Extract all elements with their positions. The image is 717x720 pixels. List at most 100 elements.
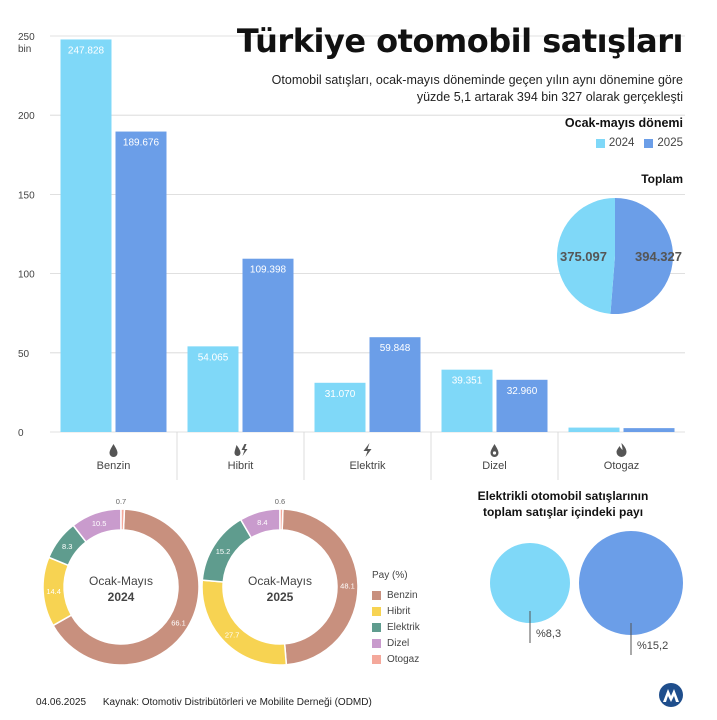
pie-slice-2024 — [557, 198, 615, 314]
drop-shape — [490, 444, 499, 457]
hybrid-icon — [234, 444, 248, 456]
bubble-value-label: %8,3 — [536, 628, 561, 640]
legend-label: 2025 — [657, 137, 683, 149]
category-label: Otogaz — [604, 460, 639, 472]
category-label: Benzin — [97, 460, 131, 472]
flame-shape — [616, 443, 627, 457]
footer: 04.06.2025 Kaynak: Otomotiv Distribütörl… — [36, 697, 372, 708]
legend-swatch — [372, 606, 381, 616]
category-label: Hibrit — [228, 460, 254, 472]
footer-date: 04.06.2025 — [36, 697, 87, 708]
legend-item-hibrit: Hibrit — [372, 603, 420, 619]
bolt-shape — [363, 443, 372, 457]
bar-value-label: 109.398 — [250, 265, 287, 276]
y-tick-label: 0 — [18, 428, 24, 439]
aa-logo-icon — [659, 683, 683, 707]
donut-value-label: 66.1 — [171, 618, 186, 627]
donut-value-label: 14.4 — [46, 587, 61, 596]
bar-2025 — [242, 258, 294, 432]
bubble-2024 — [490, 543, 570, 623]
legend-swatch-2025 — [644, 138, 654, 148]
legend-item-dizel: Dizel — [372, 635, 420, 651]
legend-item-otogaz: Otogaz — [372, 651, 420, 667]
period-title: Ocak-mayıs dönemi — [564, 116, 683, 130]
donut-segment-otogaz — [279, 508, 284, 531]
total-title: Toplam — [641, 172, 683, 186]
page-title: Türkiye otomobil satışları — [236, 22, 684, 60]
y-tick-label: 150 — [18, 190, 35, 201]
donut-value-label: 0.6 — [275, 497, 285, 506]
legend-label: Hibrit — [387, 605, 411, 617]
donut-value-label: 27.7 — [225, 631, 240, 640]
donut-center-year: 2024 — [108, 590, 135, 604]
total-pie-chart: 375.097 394.327 — [557, 198, 682, 314]
y-tick-label: 50 — [18, 349, 30, 360]
bubble-2025 — [579, 531, 683, 635]
bar-value-label: 31.070 — [325, 389, 356, 400]
bar-value-label: 32.960 — [507, 386, 538, 397]
bar-value-label: 2.783 — [581, 434, 606, 445]
bolt-shape — [241, 444, 248, 456]
legend-label: Otogaz — [387, 653, 420, 665]
bar-value-label: 2.445 — [636, 434, 661, 445]
drop-icon — [109, 444, 118, 457]
share-title-line: Elektrikli otomobil satışlarının — [477, 489, 649, 503]
bar-value-label: 54.065 — [198, 352, 229, 363]
legend-label: Elektrik — [387, 621, 420, 633]
bar-2024 — [314, 382, 366, 432]
footer-source: Kaynak: Otomotiv Distribütörleri ve Mobi… — [102, 697, 372, 708]
donut-chart-2024: 66.1 14.4 8.3 10.5 0.7 Ocak-Mayıs 2024 — [42, 497, 200, 666]
donut-value-label: 10.5 — [92, 519, 107, 528]
category-label: Elektrik — [349, 460, 386, 472]
legend-item-2025: 2025 — [644, 137, 683, 149]
bar-2024 — [187, 346, 239, 432]
year-legend: 2024 2025 — [595, 137, 683, 149]
drop-shape — [234, 445, 241, 456]
subtitle-line: yüzde 5,1 artarak 394 bin 327 olarak ger… — [416, 90, 683, 104]
drop-shape — [109, 444, 118, 457]
legend-item-2024: 2024 — [595, 137, 635, 149]
pie-label-2024: 375.097 — [560, 249, 607, 264]
legend-swatch — [372, 590, 381, 600]
bubble-value-label: %15,2 — [637, 640, 668, 652]
bar-2025 — [496, 379, 548, 432]
bar-value-label: 39.351 — [452, 376, 483, 387]
donut-value-label: 8.4 — [257, 518, 267, 527]
subtitle-line: Otomobil satışları, ocak-mayıs döneminde… — [271, 73, 683, 87]
donut-segment-otogaz — [120, 508, 126, 531]
legend-swatch — [372, 654, 381, 664]
donut-center-year: 2025 — [267, 590, 294, 604]
pie-slice-2025 — [610, 198, 673, 314]
share-title-line: toplam satışlar içindeki payı — [482, 505, 644, 519]
donut-segment-benzin — [52, 508, 200, 666]
donut-value-label: 8.3 — [62, 542, 72, 551]
bar-2024 — [441, 369, 493, 432]
donut-value-label: 48.1 — [340, 582, 355, 591]
bar-2025 — [623, 428, 675, 432]
pie-label-2025: 394.327 — [635, 249, 682, 264]
bar-2025 — [115, 131, 167, 432]
electric-share-title: Elektrikli otomobil satışlarının toplam … — [443, 488, 683, 520]
legend-item-elektrik: Elektrik — [372, 619, 420, 635]
donut-center-label: Ocak-Mayıs — [248, 574, 312, 588]
flame-icon — [616, 443, 627, 457]
donut-segment-benzin — [281, 508, 359, 666]
category-label: Dizel — [482, 460, 506, 472]
donut-value-label: 0.7 — [116, 497, 126, 506]
donut-center-label: Ocak-Mayıs — [89, 574, 153, 588]
legend-item-benzin: Benzin — [372, 587, 420, 603]
y-tick-label: 200 — [18, 111, 35, 122]
bar-value-label: 189.676 — [123, 138, 160, 149]
share-legend-title: Pay (%) — [372, 570, 408, 581]
bar-value-label: 247.828 — [68, 45, 105, 56]
y-tick-label: 250 — [18, 32, 35, 43]
y-tick-label: 100 — [18, 270, 35, 281]
legend-swatch-2024 — [595, 138, 605, 148]
legend-label: 2024 — [608, 137, 635, 149]
legend-label: Benzin — [387, 589, 418, 601]
electric-share-bubbles: %8,3 %15,2 — [490, 531, 683, 655]
bar-value-label: 59.848 — [380, 343, 411, 354]
bar-2024 — [60, 39, 112, 432]
